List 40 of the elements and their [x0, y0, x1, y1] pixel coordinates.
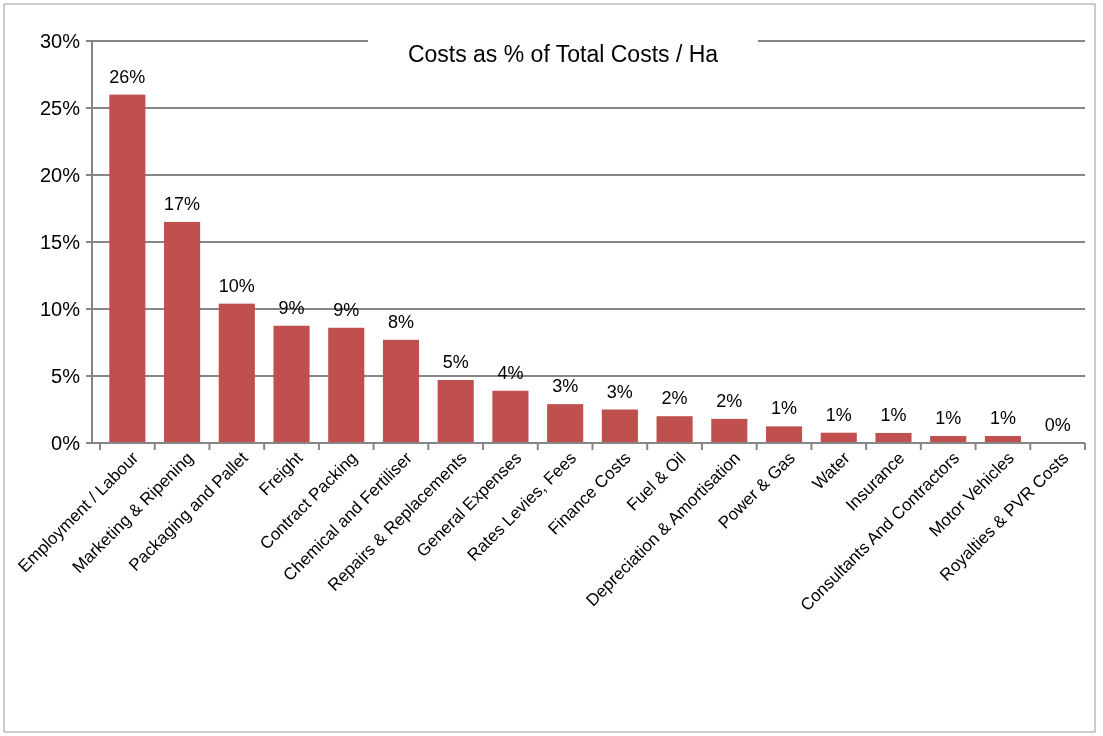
data-label: 1% — [771, 398, 798, 419]
data-label: 2% — [661, 388, 688, 409]
y-tick-label: 20% — [39, 164, 81, 186]
bar — [328, 327, 365, 443]
bar — [601, 409, 638, 443]
data-label: 3% — [606, 381, 633, 402]
data-label: 2% — [716, 390, 743, 411]
bar — [164, 221, 201, 443]
bar — [656, 416, 693, 443]
bar — [711, 418, 748, 443]
bar — [109, 94, 146, 443]
chart-title: Costs as % of Total Costs / Ha — [407, 41, 719, 67]
data-label: 10% — [218, 275, 255, 296]
data-label: 9% — [333, 299, 360, 320]
y-tick-label: 15% — [39, 231, 81, 253]
bar — [765, 426, 803, 443]
bar — [875, 432, 912, 443]
bar — [382, 339, 420, 443]
y-tick-label: 0% — [51, 432, 81, 454]
bar — [273, 325, 310, 443]
bar — [492, 390, 529, 443]
data-label: 0% — [1044, 415, 1071, 435]
data-label: 1% — [825, 404, 852, 425]
y-tick-label: 30% — [39, 30, 81, 52]
bar — [437, 380, 474, 443]
data-label: 1% — [989, 408, 1016, 429]
data-label: 26% — [109, 66, 146, 87]
data-label: 1% — [935, 408, 962, 429]
data-label: 17% — [164, 193, 201, 214]
data-label: 9% — [278, 297, 305, 318]
data-label: 3% — [552, 376, 579, 397]
bar — [547, 404, 584, 443]
y-tick-label: 25% — [39, 97, 81, 119]
data-label: 5% — [442, 352, 469, 373]
data-label: 1% — [880, 404, 907, 425]
data-label: 4% — [497, 362, 524, 383]
bar — [218, 303, 255, 443]
y-tick-label: 10% — [39, 298, 81, 320]
y-tick-label: 5% — [51, 365, 81, 387]
data-label: 8% — [387, 311, 414, 332]
